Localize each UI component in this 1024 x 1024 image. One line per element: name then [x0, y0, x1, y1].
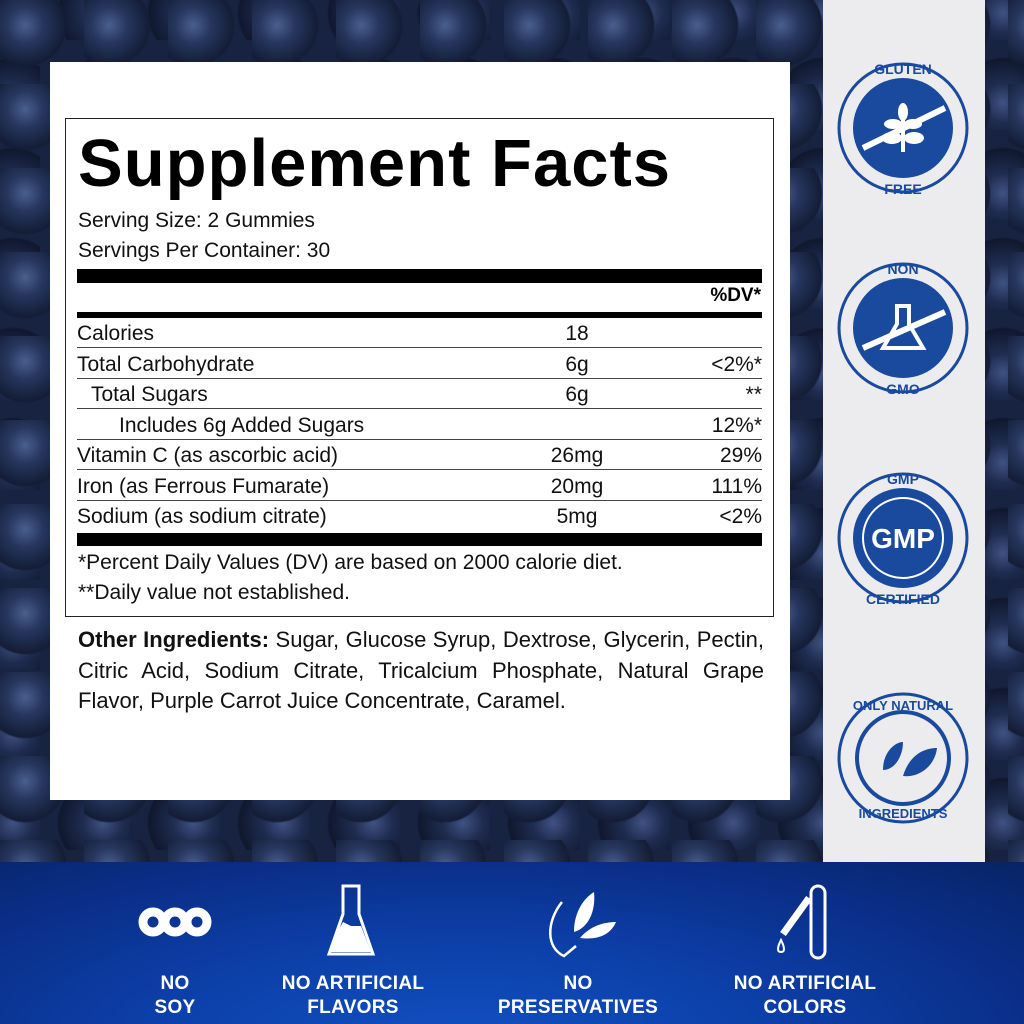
feature-preservatives: NO PRESERVATIVES	[478, 882, 678, 1020]
divider	[77, 269, 762, 283]
badge-bottom-text: INGREDIENTS	[859, 806, 948, 821]
leaves-badge: ONLY NATURAL INGREDIENTS	[837, 692, 969, 824]
feature-label: NO PRESERVATIVES	[497, 973, 659, 1018]
wheat-icon	[861, 103, 947, 152]
badge-top-text: GMP	[887, 471, 919, 487]
nutrient-row: Total Sugars 6g **	[77, 379, 762, 409]
nutrient-name: Vitamin C (as ascorbic acid)	[77, 444, 339, 467]
nutrient-dv: <2%*	[711, 352, 762, 376]
servings-per-container: Servings Per Container: 30	[78, 239, 331, 262]
nutrient-dv: 111%	[711, 474, 762, 498]
divider	[77, 533, 762, 546]
features-band: NO SOY NO ARTIFICIAL FLAVORS NO PRESERVATIVES…	[0, 862, 1024, 1024]
nutrient-name: Total Carbohydrate	[77, 352, 255, 376]
badge-top-text: ONLY NATURAL	[853, 698, 953, 713]
footnote-dv: *Percent Daily Values (DV) are based on …	[78, 551, 623, 574]
facts-title: Supplement Facts	[78, 126, 672, 201]
nutrient-amount: 6g	[565, 383, 589, 406]
badge-bottom-text: CERTIFIED	[866, 591, 940, 606]
nutrient-name: Iron (as Ferrous Fumarate)	[77, 474, 330, 498]
nutrient-dv: <2%	[719, 505, 762, 528]
divider	[77, 312, 762, 318]
nutrient-row: Vitamin C (as ascorbic acid) 26mg 29%	[77, 440, 762, 470]
feature-soy: NO SOY	[75, 882, 275, 1020]
feature-label: NO ARTIFICIAL COLORS	[733, 973, 877, 1018]
feature-label: NO SOY	[154, 973, 196, 1018]
gmp-badge: GMP GMP CERTIFIED	[837, 471, 969, 606]
supplement-facts-card: Supplement Facts Serving Size: 2 Gummies…	[50, 62, 790, 800]
nutrient-amount: 26mg	[550, 444, 604, 467]
facts-panel: Supplement Facts Serving Size: 2 Gummies…	[65, 118, 774, 617]
other-ingredients-label: Other Ingredients:	[78, 627, 270, 652]
nutrient-name: Total Sugars	[91, 383, 208, 406]
nutrient-dv: 12%*	[711, 413, 762, 437]
badge-strip: GLUTEN FREE NON GMO GMP GMP CERTIFIED ON…	[823, 0, 985, 862]
nutrient-name: Includes 6g Added Sugars	[119, 413, 365, 437]
feature-colors: NO ARTIFICIAL COLORS	[705, 882, 905, 1020]
nutrient-dv: **	[745, 383, 762, 406]
nutrient-amount: 20mg	[550, 474, 604, 498]
nutrient-row: Includes 6g Added Sugars 12%*	[77, 410, 762, 440]
feature-label: NO ARTIFICIAL FLAVORS	[281, 973, 425, 1018]
nutrient-amount: 18	[565, 322, 589, 345]
other-ingredients-text: Sugar, Glucose Syrup, Dextrose, Glycerin…	[78, 627, 765, 713]
flask-icon	[326, 884, 376, 956]
nutrient-dv: 29%	[719, 444, 762, 467]
badge-bottom-text: GMO	[886, 381, 920, 396]
nutrient-row: Iron (as Ferrous Fumarate) 20mg 111%	[77, 471, 762, 501]
gmp-center-text: GMP	[871, 523, 935, 554]
feature-flavors: NO ARTIFICIAL FLAVORS	[253, 882, 453, 1020]
flask-badge: NON GMO	[837, 261, 969, 396]
leaves-icon	[883, 742, 937, 777]
nutrient-row: Total Carbohydrate 6g <2%*	[77, 349, 762, 379]
nutrient-amount: 5mg	[556, 505, 598, 528]
badge-top-text: GLUTEN	[874, 61, 932, 77]
dropper-icon	[777, 884, 827, 960]
leaves-icon	[549, 892, 616, 958]
nutrient-row: Calories 18	[77, 318, 762, 348]
nutrient-amount: 6g	[565, 352, 589, 376]
nutrient-row: Sodium (as sodium citrate) 5mg <2%	[77, 501, 762, 531]
other-ingredients: Other Ingredients: Sugar, Glucose Syrup,…	[78, 625, 764, 717]
serving-size: Serving Size: 2 Gummies	[78, 209, 315, 232]
badge-top-text: NON	[887, 261, 918, 277]
badge-bottom-text: FREE	[884, 181, 921, 196]
footnote-not-established: **Daily value not established.	[78, 581, 350, 604]
wheat-badge: GLUTEN FREE	[837, 61, 969, 196]
soybean-icon	[138, 907, 212, 937]
nutrient-name: Calories	[77, 322, 155, 345]
flask-icon	[861, 304, 947, 351]
nutrient-name: Sodium (as sodium citrate)	[77, 505, 327, 528]
dv-header: %DV*	[710, 285, 761, 306]
gmp-icon: GMP	[862, 497, 944, 579]
